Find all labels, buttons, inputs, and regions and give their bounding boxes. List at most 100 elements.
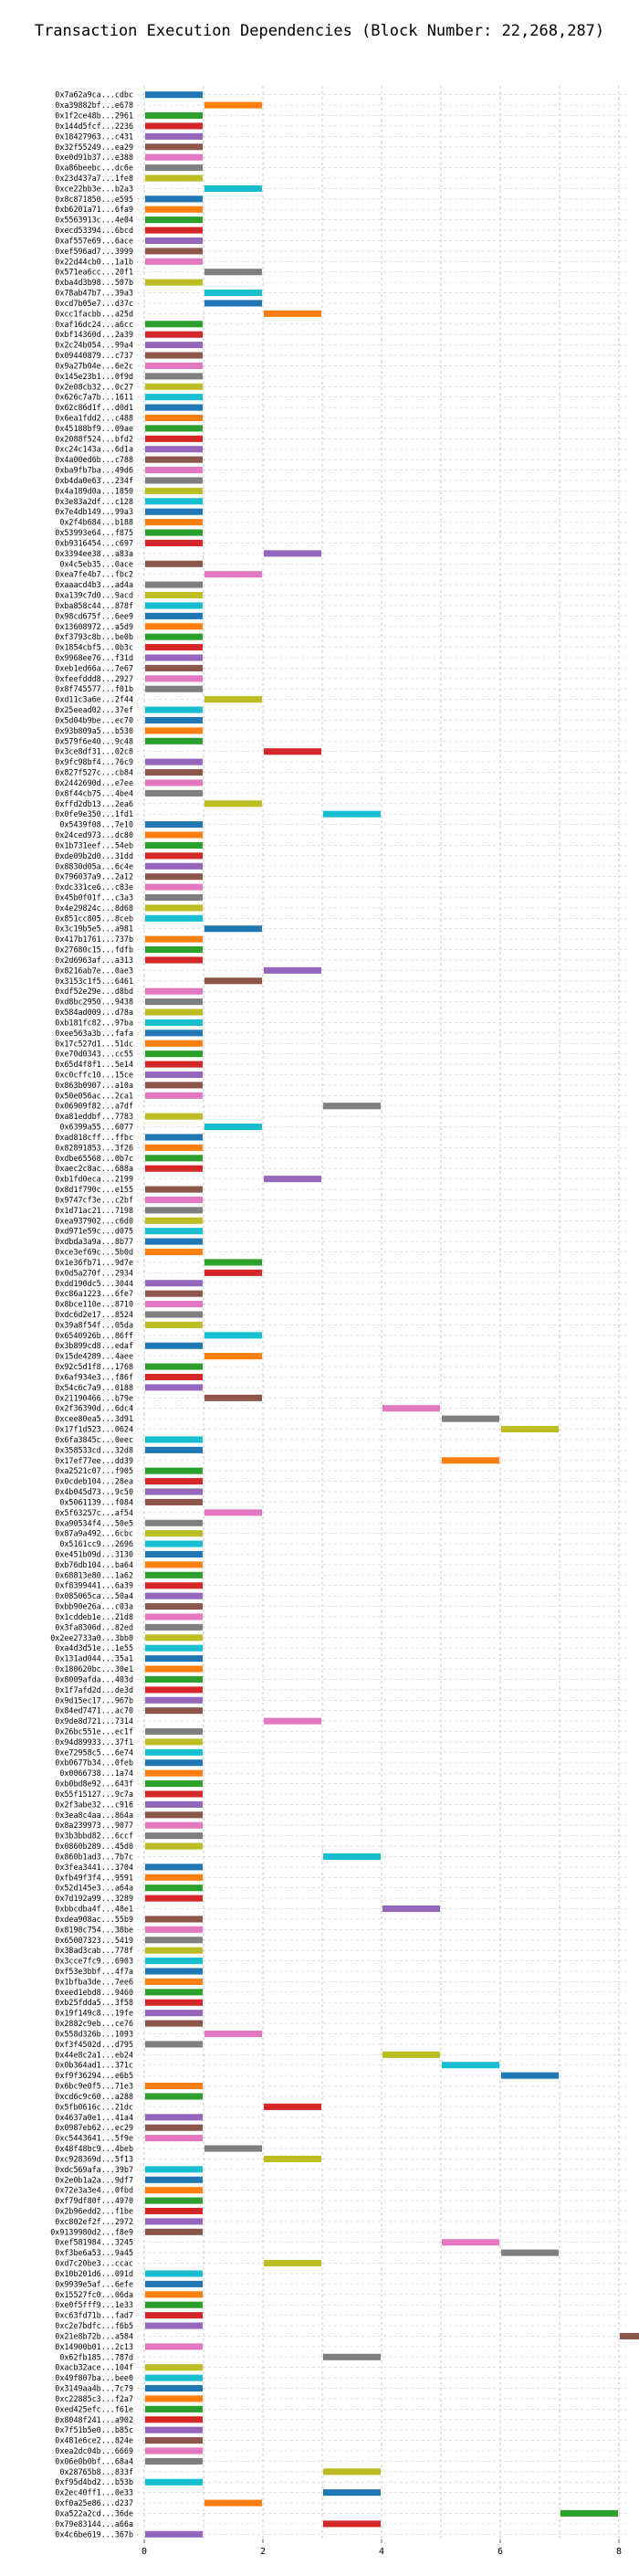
y-tick-label: 0x4b045d73...9c50 (55, 1487, 133, 1496)
y-tick-label: 0x21e8b72b...a584 (55, 2331, 133, 2340)
y-tick-label: 0x17c527d1...51dc (55, 1039, 133, 1048)
y-tick-label: 0xd971e59c...d075 (55, 1227, 133, 1236)
y-tick-label: 0xce3ef69c...5b0d (55, 1248, 133, 1257)
transaction-bar (145, 1311, 203, 1318)
y-tick-label: 0x45188bf9...09ae (55, 424, 133, 433)
transaction-bar (145, 539, 203, 546)
y-tick-label: 0xea937902...c6d0 (55, 1216, 133, 1225)
y-tick-label: 0x17ef77ee...dd39 (55, 1456, 133, 1465)
y-tick-label: 0x9139980d2...f8e9 (50, 2227, 133, 2236)
y-tick-label: 0xe451b09d...3130 (55, 1549, 133, 1558)
transaction-bar (145, 1675, 203, 1683)
y-tick-label: 0xef596ad7...3999 (55, 247, 133, 256)
transaction-bar (145, 1811, 203, 1819)
transaction-bar (204, 1509, 262, 1516)
transaction-bar (264, 2260, 321, 2267)
y-tick-label: 0xf0a25e86...d237 (55, 2498, 133, 2507)
y-tick-label: 0xef581984...3245 (55, 2238, 133, 2247)
transaction-bar (145, 779, 203, 787)
transaction-bar (145, 1530, 203, 1537)
y-tick-label: 0x5f63257c...af54 (55, 1508, 133, 1517)
transaction-bar (145, 1686, 203, 1694)
transaction-bar (145, 1800, 203, 1808)
y-tick-label: 0x82891853...3f26 (55, 1143, 133, 1152)
y-tick-label: 0xaf557e69...6ace (55, 236, 133, 245)
transaction-bar (145, 821, 203, 829)
y-tick-label: 0xc802ef2f...2972 (55, 2217, 133, 2226)
y-tick-label: 0x26bc551e...ec1f (55, 1727, 133, 1737)
y-tick-label: 0xb9316454...c697 (55, 538, 133, 547)
y-tick-label: 0xea7fe4b7...fbc2 (55, 570, 133, 579)
transaction-bar (145, 2478, 203, 2486)
transaction-bar (145, 1384, 203, 1391)
y-tick-label: 0x3fea3441...3704 (55, 1863, 133, 1872)
transaction-bar (145, 1937, 203, 1944)
y-tick-label: 0x3fa8306d...82ed (55, 1622, 133, 1631)
transaction-bar (442, 2062, 499, 2069)
y-tick-label: 0x24ced973...dc80 (55, 830, 133, 839)
transaction-bar (145, 435, 203, 442)
transaction-bar (145, 132, 203, 140)
transaction-bar (145, 519, 203, 526)
y-tick-label: 0xa86beebc...dc6e (55, 164, 133, 173)
transaction-bar (145, 2312, 203, 2319)
y-tick-label: 0xdc331ce6...c83e (55, 882, 133, 892)
transaction-bar (145, 1019, 203, 1026)
y-tick-label: 0xeb1ed66a...7e67 (55, 663, 133, 672)
transaction-bar (204, 101, 262, 109)
transaction-bar (323, 1103, 381, 1110)
transaction-bar (145, 1478, 203, 1485)
transaction-bar (204, 2030, 262, 2038)
transaction-bar (382, 1905, 440, 1913)
transaction-bar (264, 2155, 321, 2162)
y-tick-label: 0x7a62a9ca...cdbc (55, 90, 133, 100)
transaction-bar (145, 1540, 203, 1547)
transaction-bar (145, 2124, 203, 2131)
y-tick-label: 0xf79df80f...4970 (55, 2196, 133, 2205)
y-tick-label: 0x84ed7471...ac70 (55, 1706, 133, 1716)
y-tick-label: 0x98cd675f...6ee9 (55, 611, 133, 620)
transaction-bar (145, 2020, 203, 2027)
transaction-bar (145, 2166, 203, 2173)
y-tick-label: 0xc928369d...5f13 (55, 2154, 133, 2163)
transaction-bar (145, 2374, 203, 2381)
y-tick-label: 0x3149aa4b...7c79 (55, 2384, 133, 2393)
y-tick-label: 0xdc6d2e17...8524 (55, 1310, 133, 1319)
y-tick-label: 0xe0f5fff9...1e33 (55, 2300, 133, 2309)
transaction-bar (145, 716, 203, 724)
x-tick-label: 2 (260, 2547, 266, 2557)
transaction-bar (145, 560, 203, 567)
y-tick-label: 0x9968ee76...f31d (55, 653, 133, 662)
y-tick-label: 0xecd53394...6bcd (55, 226, 133, 235)
y-tick-label: 0x09440879...c737 (55, 351, 133, 360)
y-tick-label: 0x8bce110e...8710 (55, 1300, 133, 1309)
transaction-bar (145, 1301, 203, 1308)
transaction-bar (442, 1457, 499, 1464)
transaction-bar (382, 1405, 440, 1412)
transaction-bar (145, 1550, 203, 1558)
y-tick-label: 0xc86a1223...6fe7 (55, 1289, 133, 1298)
y-tick-label: 0x3e83a2df...c128 (55, 497, 133, 506)
transaction-bar (145, 1196, 203, 1203)
transaction-bar (145, 2114, 203, 2121)
transaction-bar (145, 998, 203, 1006)
transaction-bar (204, 571, 262, 578)
y-tick-label: 0x9fc98bf4...76c9 (55, 757, 133, 766)
transaction-bar (145, 498, 203, 505)
y-tick-label: 0xbb90e26a...c03a (55, 1602, 133, 1611)
y-tick-label: 0xf53e3bbf...4f7a (55, 1967, 133, 1976)
transaction-bar (145, 1561, 203, 1568)
transaction-bar (145, 758, 203, 765)
y-tick-label: 0xdea908ac...55b9 (55, 1915, 133, 1924)
y-tick-label: 0x94d89933...37f1 (55, 1737, 133, 1747)
y-tick-label: 0x9de8d721...7314 (55, 1716, 133, 1726)
y-tick-label: 0x2f4b684...b188 (59, 518, 133, 527)
transaction-bar (145, 623, 203, 630)
transaction-bar (264, 1176, 321, 1183)
transaction-bar (323, 1853, 381, 1861)
y-tick-label: 0x9d15ec17...967b (55, 1695, 133, 1705)
transaction-bar (145, 279, 203, 286)
transaction-bar (145, 883, 203, 891)
y-tick-label: 0x851cc805...8ceb (55, 913, 133, 923)
